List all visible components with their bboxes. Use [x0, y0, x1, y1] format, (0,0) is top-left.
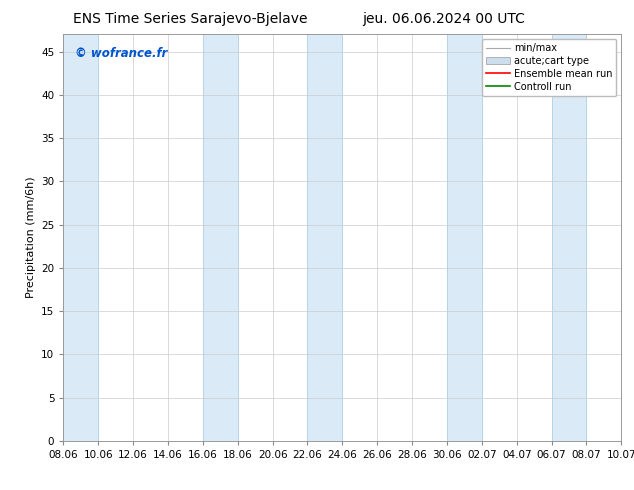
Legend: min/max, acute;cart type, Ensemble mean run, Controll run: min/max, acute;cart type, Ensemble mean … — [482, 39, 616, 96]
Bar — [447, 34, 482, 441]
Bar — [307, 34, 342, 441]
Y-axis label: Precipitation (mm/6h): Precipitation (mm/6h) — [25, 177, 36, 298]
Text: ENS Time Series Sarajevo-Bjelave: ENS Time Series Sarajevo-Bjelave — [73, 12, 307, 26]
Bar — [552, 34, 586, 441]
Bar — [63, 34, 98, 441]
Text: © wofrance.fr: © wofrance.fr — [75, 47, 167, 59]
Bar — [203, 34, 238, 441]
Text: jeu. 06.06.2024 00 UTC: jeu. 06.06.2024 00 UTC — [363, 12, 525, 26]
